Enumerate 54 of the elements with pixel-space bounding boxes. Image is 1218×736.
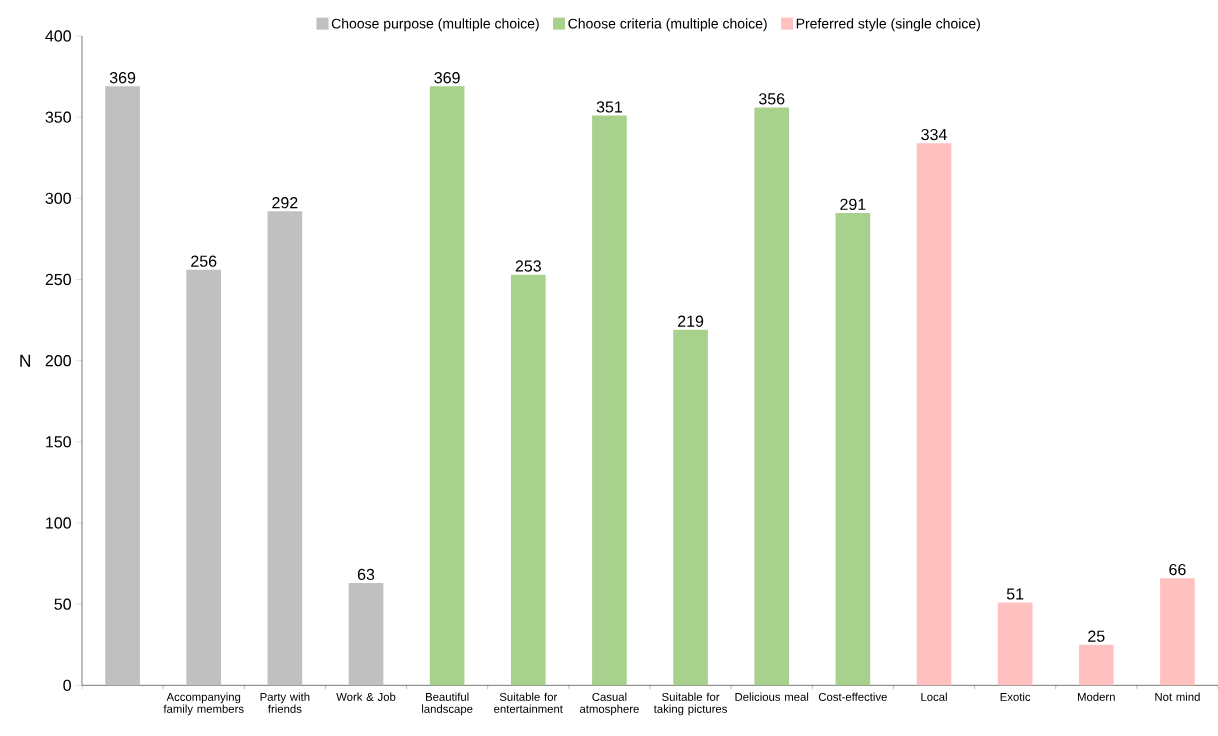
bar [1078, 644, 1114, 686]
y-tick-label: 350 [45, 111, 71, 123]
data-label: 291 [840, 198, 866, 210]
x-tick-label: Beautiful landscape [422, 692, 473, 716]
bar [673, 329, 708, 686]
bar [916, 143, 952, 686]
bar [835, 212, 871, 686]
data-label: 256 [191, 255, 217, 267]
bar [1160, 578, 1195, 686]
y-tick-label: 100 [46, 517, 71, 529]
data-label: 253 [515, 260, 541, 272]
data-label: 292 [272, 197, 298, 209]
x-tick-label: Cost-effective [818, 692, 887, 701]
y-axis-title: N [20, 354, 31, 367]
x-tick-label: Suitable for entertainment [494, 692, 563, 713]
bar [267, 211, 303, 686]
data-label: 66 [1169, 563, 1186, 576]
x-tick-label: Party with friends [260, 692, 310, 713]
data-label: 25 [1088, 630, 1105, 642]
y-tick-label: 400 [45, 30, 71, 42]
bar [754, 107, 790, 686]
bar [997, 602, 1033, 686]
data-label: 356 [758, 93, 785, 105]
bar [348, 583, 384, 686]
x-tick-label: Delicious meal [735, 692, 809, 701]
data-label: 369 [109, 72, 136, 84]
legend-label: Preferred style (single choice) [796, 18, 980, 32]
data-label: 51 [1006, 588, 1024, 600]
x-tick-label: Suitable for taking pictures [653, 692, 727, 716]
x-tick-label: Not mind [1155, 692, 1200, 701]
y-tick-label: 200 [45, 355, 71, 367]
data-label: 63 [357, 568, 375, 581]
y-tick-label: 50 [54, 598, 71, 610]
x-tick-label: Modern [1078, 692, 1115, 701]
data-label: 219 [678, 315, 704, 327]
data-label: 369 [434, 72, 460, 84]
data-label: 334 [921, 128, 947, 141]
y-tick-label: 150 [46, 436, 71, 448]
bar [429, 86, 465, 686]
x-tick-label: Work & Job [336, 692, 396, 701]
y-tick-label: 250 [45, 273, 71, 286]
bar [510, 274, 546, 686]
y-tick-label: 300 [45, 192, 71, 204]
x-tick-label: Exotic [1000, 692, 1031, 701]
x-tick-label: Local [921, 692, 947, 701]
x-tick-label: Casual atmosphere [579, 692, 639, 716]
x-tick-label: Accompanying family members [163, 692, 244, 716]
bar [186, 269, 222, 686]
bar [105, 86, 140, 686]
y-tick-label: 0 [63, 679, 71, 691]
legend-label: Choose criteria (multiple choice) [568, 18, 767, 32]
bar [592, 115, 627, 686]
legend-label: Choose purpose (multiple choice) [331, 18, 539, 32]
data-label: 351 [596, 101, 622, 113]
